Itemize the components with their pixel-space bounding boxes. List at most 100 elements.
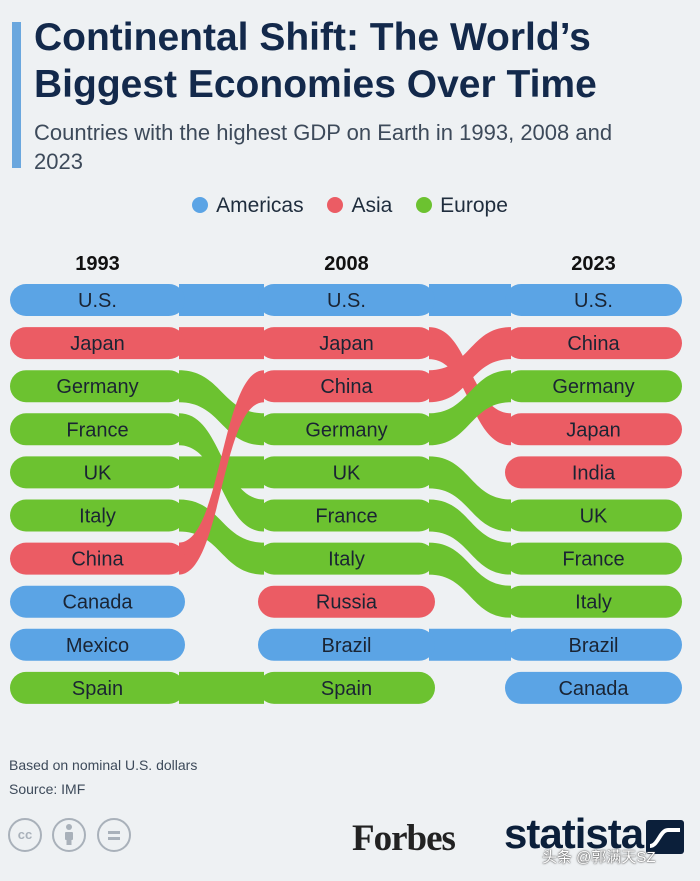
pill-brazil-2023 <box>505 628 682 661</box>
pill-canada-2023 <box>505 671 682 704</box>
legend-label-europe: Europe <box>440 194 508 217</box>
forbes-logo: Forbes <box>352 818 456 859</box>
statista-logo: statista <box>504 810 644 857</box>
label-mexico-1993: Mexico <box>66 635 129 657</box>
cc-icon: cc <box>8 818 42 852</box>
label-italy-2008: Italy <box>328 549 365 571</box>
pill-japan-2008 <box>258 327 435 360</box>
label-italy-1993: Italy <box>79 506 116 528</box>
connector-japan-2008-2023 <box>429 327 511 446</box>
legend-item-europe: Europe <box>416 194 508 218</box>
label-china-2023: China <box>567 333 620 355</box>
label-brazil-2023: Brazil <box>568 635 618 657</box>
legend-item-asia: Asia <box>327 194 392 218</box>
pill-france-2023 <box>505 542 682 575</box>
label-germany-2008: Germany <box>305 419 387 441</box>
pill-italy-1993 <box>10 499 185 532</box>
nd-equals-icon <box>96 818 131 852</box>
label-russia-2008: Russia <box>316 592 378 614</box>
label-china-1993: China <box>71 549 124 571</box>
footnote-basis: Based on nominal U.S. dollars <box>9 757 198 773</box>
chart-subtitle: Countries with the highest GDP on Earth … <box>34 120 613 174</box>
label-canada-2023: Canada <box>558 678 629 700</box>
label-china-2008: China <box>320 376 373 398</box>
pill-u-s-2008 <box>258 284 435 316</box>
statista-wave-icon <box>646 820 684 854</box>
connector-germany-2008-2023 <box>429 370 511 446</box>
legend-dot-asia <box>327 197 344 213</box>
pill-uk-2008 <box>258 456 435 489</box>
connector-china-2008-2023 <box>429 327 511 403</box>
connector-brazil-2008-2023 <box>429 628 511 661</box>
year-headers: 1993 2008 2023 <box>75 253 616 275</box>
legend-label-asia: Asia <box>351 194 393 217</box>
label-spain-2008: Spain <box>321 678 372 700</box>
pill-china-2008 <box>258 370 435 403</box>
bump-chart: 1993 2008 2023 U.S. Japan Germany France UK Ita… <box>10 253 682 704</box>
label-uk-1993: UK <box>84 462 112 484</box>
label-france-2008: France <box>315 506 377 528</box>
year-header-1993: 1993 <box>75 253 120 275</box>
label-u-s-2023: U.S. <box>574 290 613 312</box>
label-u-s-2008: U.S. <box>327 290 366 312</box>
pill-mexico-1993 <box>10 628 185 661</box>
chart-title: Continental Shift: The World’s Biggest E… <box>34 16 597 106</box>
label-u-s-1993: U.S. <box>78 290 117 312</box>
pill-italy-2023 <box>505 585 682 618</box>
label-japan-2008: Japan <box>319 333 374 355</box>
label-germany-1993: Germany <box>56 376 138 398</box>
legend-label-americas: Americas <box>216 194 304 217</box>
pill-italy-2008 <box>258 542 435 575</box>
label-germany-2023: Germany <box>552 376 634 398</box>
label-japan-1993: Japan <box>70 333 125 355</box>
label-india-2023: India <box>572 462 616 484</box>
pill-spain-2008 <box>258 671 435 704</box>
by-person-icon <box>52 818 87 852</box>
legend-dot-europe <box>416 197 433 213</box>
pill-france-2008 <box>258 499 435 532</box>
label-spain-1993: Spain <box>72 678 123 700</box>
pill-russia-2008 <box>258 585 435 618</box>
label-japan-2023: Japan <box>566 419 621 441</box>
legend-item-americas: Americas <box>192 194 304 218</box>
label-france-2023: France <box>562 549 624 571</box>
pill-japan-2023 <box>505 413 682 446</box>
pill-india-2023 <box>505 456 682 489</box>
pill-canada-1993 <box>10 585 185 618</box>
year-header-2023: 2023 <box>571 253 616 275</box>
pill-germany-1993 <box>10 370 185 403</box>
pill-china-2023 <box>505 327 682 360</box>
country-labels: U.S. Japan Germany France UK Italy China Canada… <box>56 290 634 700</box>
connector-italy-2008-2023 <box>429 542 511 618</box>
pill-germany-2023 <box>505 370 682 403</box>
connector-germany-1993-2008 <box>179 370 264 446</box>
legend: Americas Asia Europe <box>0 194 700 218</box>
label-brazil-2008: Brazil <box>321 635 371 657</box>
pill-spain-1993 <box>10 671 185 704</box>
pill-china-1993 <box>10 542 185 575</box>
pill-france-1993 <box>10 413 185 446</box>
connector-u-s-1993-2008 <box>179 284 264 316</box>
license-icons: cc <box>8 818 137 854</box>
pill-japan-1993 <box>10 327 185 360</box>
label-uk-2023: UK <box>580 506 608 528</box>
footnote-source: Source: IMF <box>9 781 86 797</box>
title-accent-bar <box>12 22 21 168</box>
pill-germany-2008 <box>258 413 435 446</box>
label-france-1993: France <box>66 419 128 441</box>
label-italy-2023: Italy <box>575 592 612 614</box>
label-uk-2008: UK <box>333 462 361 484</box>
connector-china-1993-2008 <box>179 370 264 575</box>
pill-uk-1993 <box>10 456 185 489</box>
pill-u-s-1993 <box>10 284 185 316</box>
connector-italy-1993-2008 <box>179 499 264 575</box>
pill-u-s-2023 <box>505 284 682 316</box>
rank-pills <box>10 284 682 704</box>
connector-spain-1993-2008 <box>179 671 264 704</box>
watermark: 头条 @郭满天SZ <box>542 849 656 866</box>
connector-uk-2008-2023 <box>429 456 511 532</box>
connector-france-2008-2023 <box>429 499 511 575</box>
pill-brazil-2008 <box>258 628 435 661</box>
year-header-2008: 2008 <box>324 253 369 275</box>
connector-japan-1993-2008 <box>179 327 264 360</box>
